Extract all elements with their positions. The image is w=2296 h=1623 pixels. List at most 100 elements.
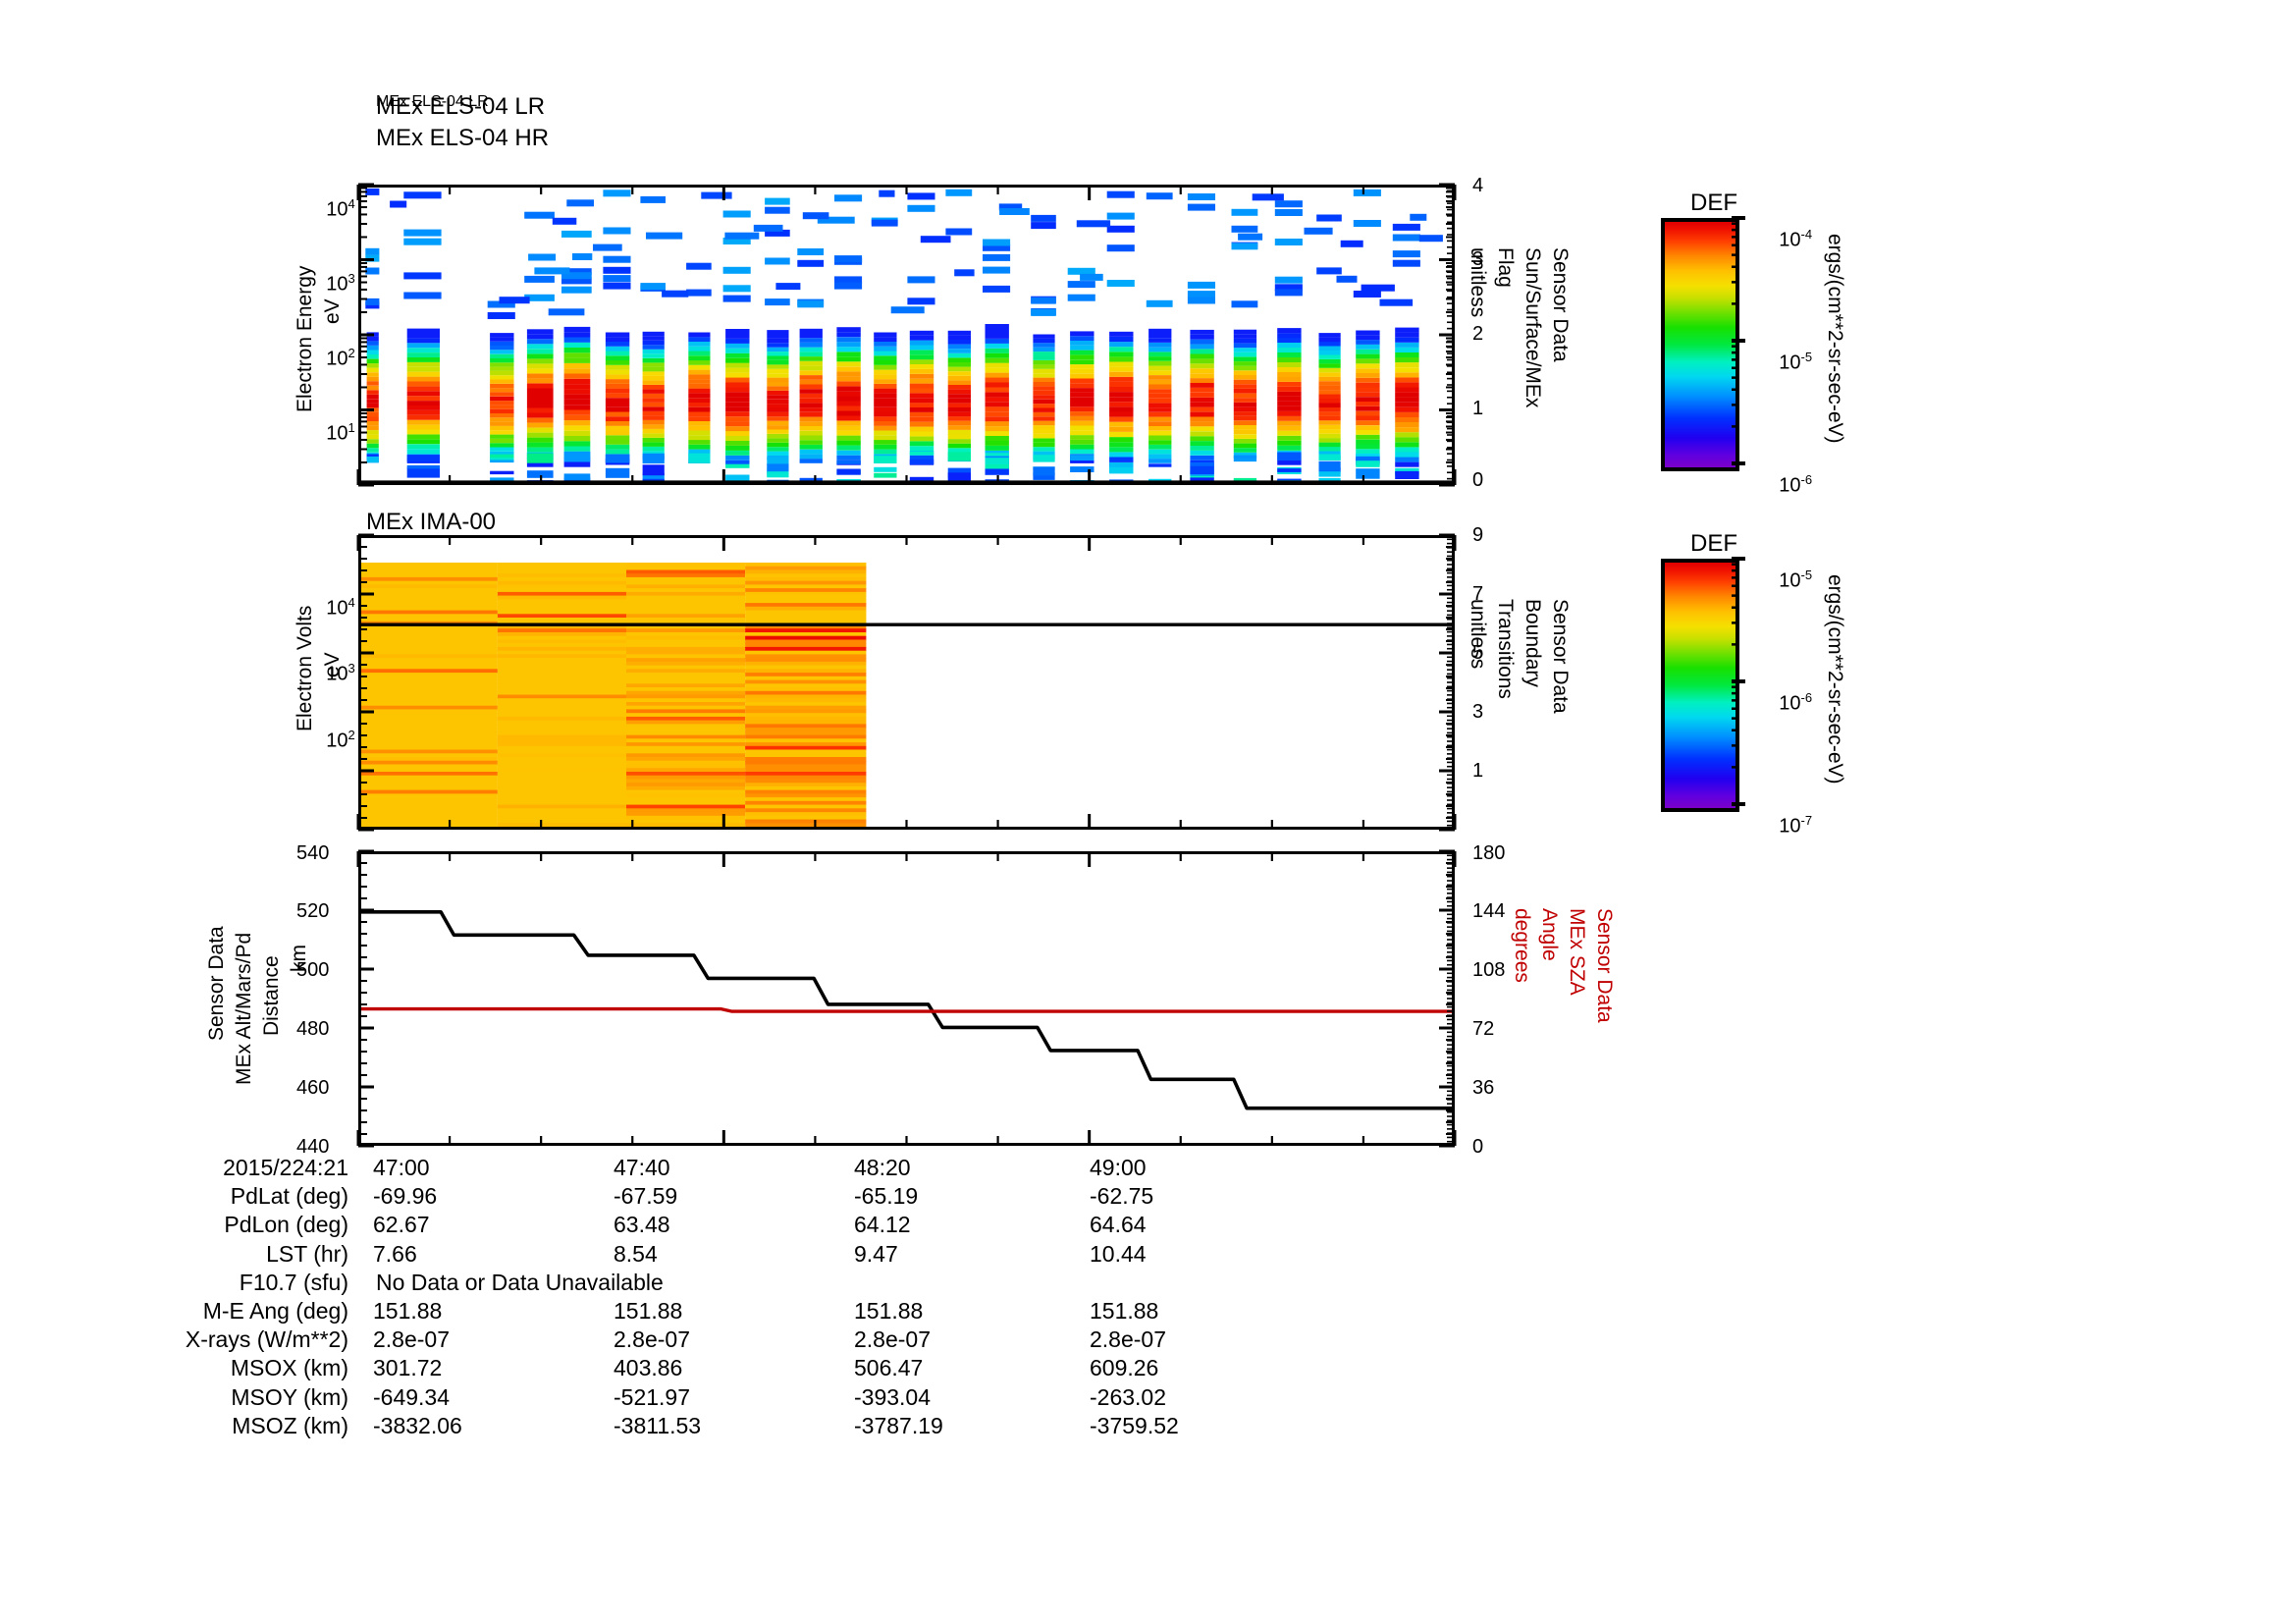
- panel1-plot-area: [358, 185, 1455, 485]
- panel3-right-label-1: Sensor Data: [1593, 908, 1616, 1023]
- table-cell: 9.47: [854, 1240, 898, 1267]
- panel1-right-tick-0: 0: [1472, 469, 1484, 491]
- colorbar2-mid-label: 10-6: [1779, 690, 1813, 715]
- table-cell: -3832.06: [373, 1412, 462, 1438]
- table-cell: 62.67: [373, 1212, 430, 1238]
- colorbar1-mid-label: 10-5: [1779, 350, 1813, 374]
- table-cell: 47:40: [614, 1155, 670, 1180]
- panel1-right-label-3: Flag: [1494, 247, 1517, 288]
- panel1-right-label-2: Sun/Surface/MEx: [1522, 247, 1544, 408]
- table-cell: -393.04: [854, 1383, 932, 1410]
- table-cell: -521.97: [614, 1383, 691, 1410]
- table-cell: 2.8e-07: [854, 1326, 932, 1353]
- panel1-right-tick-1: 1: [1472, 398, 1484, 419]
- panel3-right-label-3: Angle: [1538, 908, 1561, 961]
- panel3-right-tick-144: 144: [1472, 900, 1506, 922]
- panel2-right-label-4: unitless: [1467, 599, 1489, 670]
- panel2-spectrogram: [361, 563, 1452, 827]
- colorbar2-gradient: [1661, 559, 1739, 812]
- panel3-ytick-500: 500: [296, 959, 330, 981]
- table-cell: No Data or Data Unavailable: [376, 1269, 664, 1295]
- table-row-label: 2015/224:21: [223, 1155, 348, 1180]
- panel2-right-tick-5: 5: [1472, 642, 1484, 664]
- panel1-ytick-10e1: 101: [326, 420, 355, 445]
- table-cell: -3811.53: [614, 1412, 702, 1438]
- table-cell: 151.88: [1090, 1298, 1159, 1324]
- colorbar1-ticks: [1732, 216, 1745, 465]
- table-cell: 2.8e-07: [373, 1326, 451, 1353]
- table-cell: 48:20: [854, 1155, 911, 1180]
- colorbar2-bottom-label: 10-7: [1779, 813, 1813, 838]
- panel3-right-tick-180: 180: [1472, 842, 1506, 864]
- table-cell: 2.8e-07: [614, 1326, 691, 1353]
- table-row-label: LST (hr): [266, 1240, 348, 1267]
- table-row-label: MSOY (km): [231, 1383, 348, 1410]
- table-row-label: PdLon (deg): [224, 1212, 348, 1238]
- colorbar1-gradient: [1661, 218, 1739, 471]
- panel1-title-lr-text: MEx ELS-04 LR: [376, 93, 546, 120]
- table-cell: -67.59: [614, 1183, 678, 1210]
- panel1-ticks: [356, 183, 1457, 487]
- table-cell: 7.66: [373, 1240, 417, 1267]
- table-cell: 64.12: [854, 1212, 911, 1238]
- colorbar1-bottom-label: 10-6: [1779, 472, 1813, 497]
- panel3-ytick-540: 540: [296, 842, 330, 864]
- table-cell: 63.48: [614, 1212, 670, 1238]
- table-row-label: M-E Ang (deg): [202, 1298, 348, 1324]
- panel2-right-label-3: Transitions: [1494, 599, 1517, 699]
- table-cell: 49:00: [1090, 1155, 1147, 1180]
- panel3-right-label-4: degrees: [1511, 908, 1533, 983]
- panel1-right-tick-4: 4: [1472, 175, 1484, 196]
- table-cell: -263.02: [1090, 1383, 1167, 1410]
- table-cell: -3759.52: [1090, 1412, 1179, 1438]
- table-cell: 64.64: [1090, 1212, 1147, 1238]
- panel3-lines: [361, 910, 1452, 1110]
- panel3-ticks: [356, 849, 1457, 1148]
- table-cell: 403.86: [614, 1355, 683, 1381]
- panel1-ytick-10e3: 103: [326, 271, 355, 296]
- panel2-ytick-10e2: 102: [326, 728, 355, 752]
- panel1-right-label-4: unitless: [1467, 247, 1489, 318]
- panel2-right-tick-9: 9: [1472, 524, 1484, 546]
- colorbar1-title: DEF: [1690, 189, 1737, 216]
- panel3-ylabel-line2: MEx Alt/Mars/Pd: [233, 932, 255, 1085]
- panel2-plot-area: [358, 535, 1455, 830]
- panel1-spectrogram: [361, 188, 1452, 482]
- table-cell: 8.54: [614, 1240, 658, 1267]
- panel3-right-label-2: MEx SZA: [1566, 908, 1588, 996]
- colorbar2-ticks: [1732, 557, 1745, 806]
- colorbar2-title: DEF: [1690, 530, 1737, 557]
- panel3-ytick-460: 460: [296, 1077, 330, 1099]
- panel2-right-label-1: Sensor Data: [1549, 599, 1572, 714]
- table-cell: 506.47: [854, 1355, 924, 1381]
- table-cell: -649.34: [373, 1383, 451, 1410]
- panel3-ytick-440: 440: [296, 1136, 330, 1158]
- panel2-title: MEx IMA-00: [366, 509, 497, 535]
- table-cell: 301.72: [373, 1355, 443, 1381]
- table-cell: 2.8e-07: [1090, 1326, 1167, 1353]
- parameter-table: 2015/224:21 47:00 47:40 48:20 49:00 PdLat (de…: [147, 1155, 1571, 1441]
- panel2-right-tick-3: 3: [1472, 701, 1484, 723]
- panel2-right-label-2: Boundary: [1522, 599, 1544, 687]
- table-cell: 47:00: [373, 1155, 430, 1180]
- panel1-right-label-1: Sensor Data: [1549, 247, 1572, 362]
- panel3-right-tick-36: 36: [1472, 1077, 1495, 1099]
- table-cell: -3787.19: [854, 1412, 943, 1438]
- panel1-title-hr-text: MEx ELS-04 HR: [376, 125, 550, 151]
- panel2-ytick-10e4: 104: [326, 595, 355, 620]
- panel3-right-tick-0: 0: [1472, 1136, 1484, 1158]
- panel3-right-tick-108: 108: [1472, 959, 1506, 981]
- panel2-right-tick-1: 1: [1472, 760, 1484, 782]
- panel1-title-lr: MEx ELS-04 LR: [376, 93, 489, 110]
- colorbar2-top-label: 10-5: [1779, 568, 1813, 592]
- panel3-ytick-480: 480: [296, 1018, 330, 1040]
- table-row-label: MSOZ (km): [232, 1412, 348, 1438]
- panel2-ytick-10e3: 103: [326, 661, 355, 685]
- table-row-label: F10.7 (sfu): [239, 1269, 348, 1295]
- panel1-ytick-10e4: 104: [326, 196, 355, 221]
- table-row-label: MSOX (km): [230, 1355, 348, 1381]
- panel1-ytick-10e2: 102: [326, 346, 355, 370]
- colorbar1-top-label: 10-4: [1779, 227, 1813, 251]
- table-row-label: PdLat (deg): [230, 1183, 348, 1210]
